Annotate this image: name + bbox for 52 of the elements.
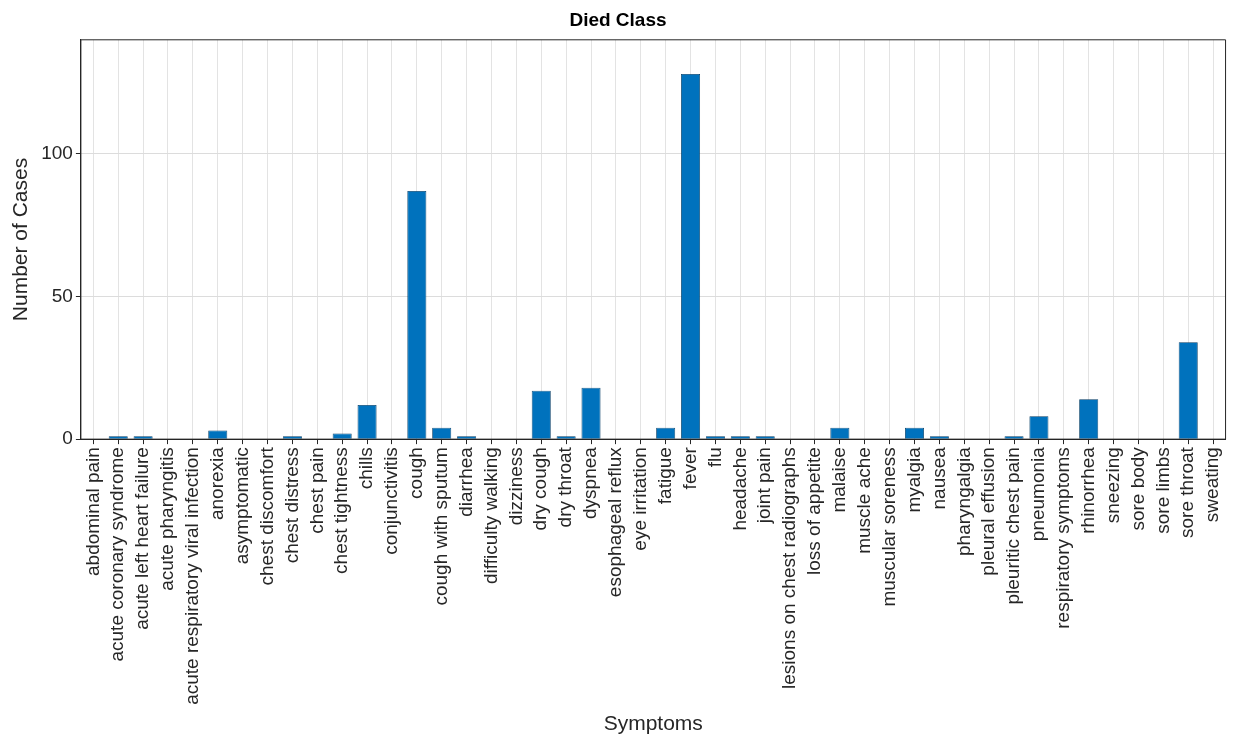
x-tick-label: acute coronary syndrome	[106, 447, 128, 662]
x-tick-label: chest distress	[280, 447, 302, 564]
x-tick-label: sweating	[1201, 447, 1223, 523]
x-tick-label: fever	[678, 446, 700, 490]
x-axis-title: Symptoms	[603, 711, 703, 735]
y-axis-title: Number of Cases	[8, 157, 32, 322]
y-tick-label: 100	[41, 142, 73, 164]
y-tick-label: 0	[62, 427, 73, 449]
x-tick-label: pleural effusion	[977, 447, 999, 576]
x-tick-label: flu	[703, 447, 725, 468]
x-tick-label: nausea	[927, 446, 949, 510]
x-tick-label: esophageal reflux	[604, 446, 626, 598]
x-tick-label: pharyngalgia	[952, 446, 974, 556]
chart-title: Died Class	[569, 8, 667, 30]
x-tick-label: asymptomatic	[230, 447, 252, 565]
x-tick-label: acute pharyngitis	[156, 447, 178, 591]
x-tick-label: chills	[355, 447, 377, 490]
x-tick-label: cough	[405, 447, 427, 499]
x-tick-label: difficulty walking	[479, 447, 501, 585]
x-tick-label: acute left heart failure	[131, 447, 153, 630]
x-tick-label: rhinorrhea	[1076, 446, 1098, 534]
x-tick-label: joint pain	[753, 447, 775, 525]
x-tick-label: cough with sputum	[429, 447, 451, 606]
x-tick-label: acute respiratory viral infection	[181, 447, 203, 705]
x-tick-label: fatigue	[653, 447, 675, 505]
x-tick-label: dry cough	[529, 447, 551, 531]
x-tick-label: eye irritation	[629, 447, 651, 551]
x-tick-label: malaise	[828, 447, 850, 513]
x-tick-label: chest pain	[305, 447, 327, 534]
x-tick-label: conjunctivitis	[380, 447, 402, 555]
x-tick-label: dyspnea	[579, 446, 601, 519]
x-tick-label: sore throat	[1176, 446, 1198, 538]
x-tick-label: muscular soreness	[877, 447, 899, 607]
x-tick-label: abdominal pain	[81, 447, 103, 577]
x-tick-label: sore body	[1126, 446, 1148, 531]
x-tick-label: headache	[728, 447, 750, 531]
x-tick-label: anorexia	[206, 446, 227, 521]
x-tick-label: muscle ache	[852, 447, 874, 554]
x-tick-label: pneumonia	[1027, 446, 1049, 542]
x-tick-label: myalgia	[902, 446, 924, 513]
x-tick-label: dizziness	[504, 447, 526, 526]
x-tick-label: respiratory symptoms	[1052, 447, 1074, 629]
x-tick-label: loss of appetite	[803, 447, 825, 575]
x-tick-label: chest tightness	[330, 447, 352, 574]
x-tick-label: diarrhea	[454, 446, 476, 517]
x-tick-label: dry throat	[554, 446, 576, 528]
x-tick-label: lesions on chest radiographs	[778, 447, 800, 690]
x-tick-label: pleuritic chest pain	[1002, 447, 1024, 605]
x-tick-label: sore limbs	[1151, 447, 1173, 534]
y-tick-label: 50	[51, 284, 73, 306]
x-tick-label: sneezing	[1101, 447, 1123, 524]
x-tick-label: chest discomfort	[255, 446, 277, 586]
